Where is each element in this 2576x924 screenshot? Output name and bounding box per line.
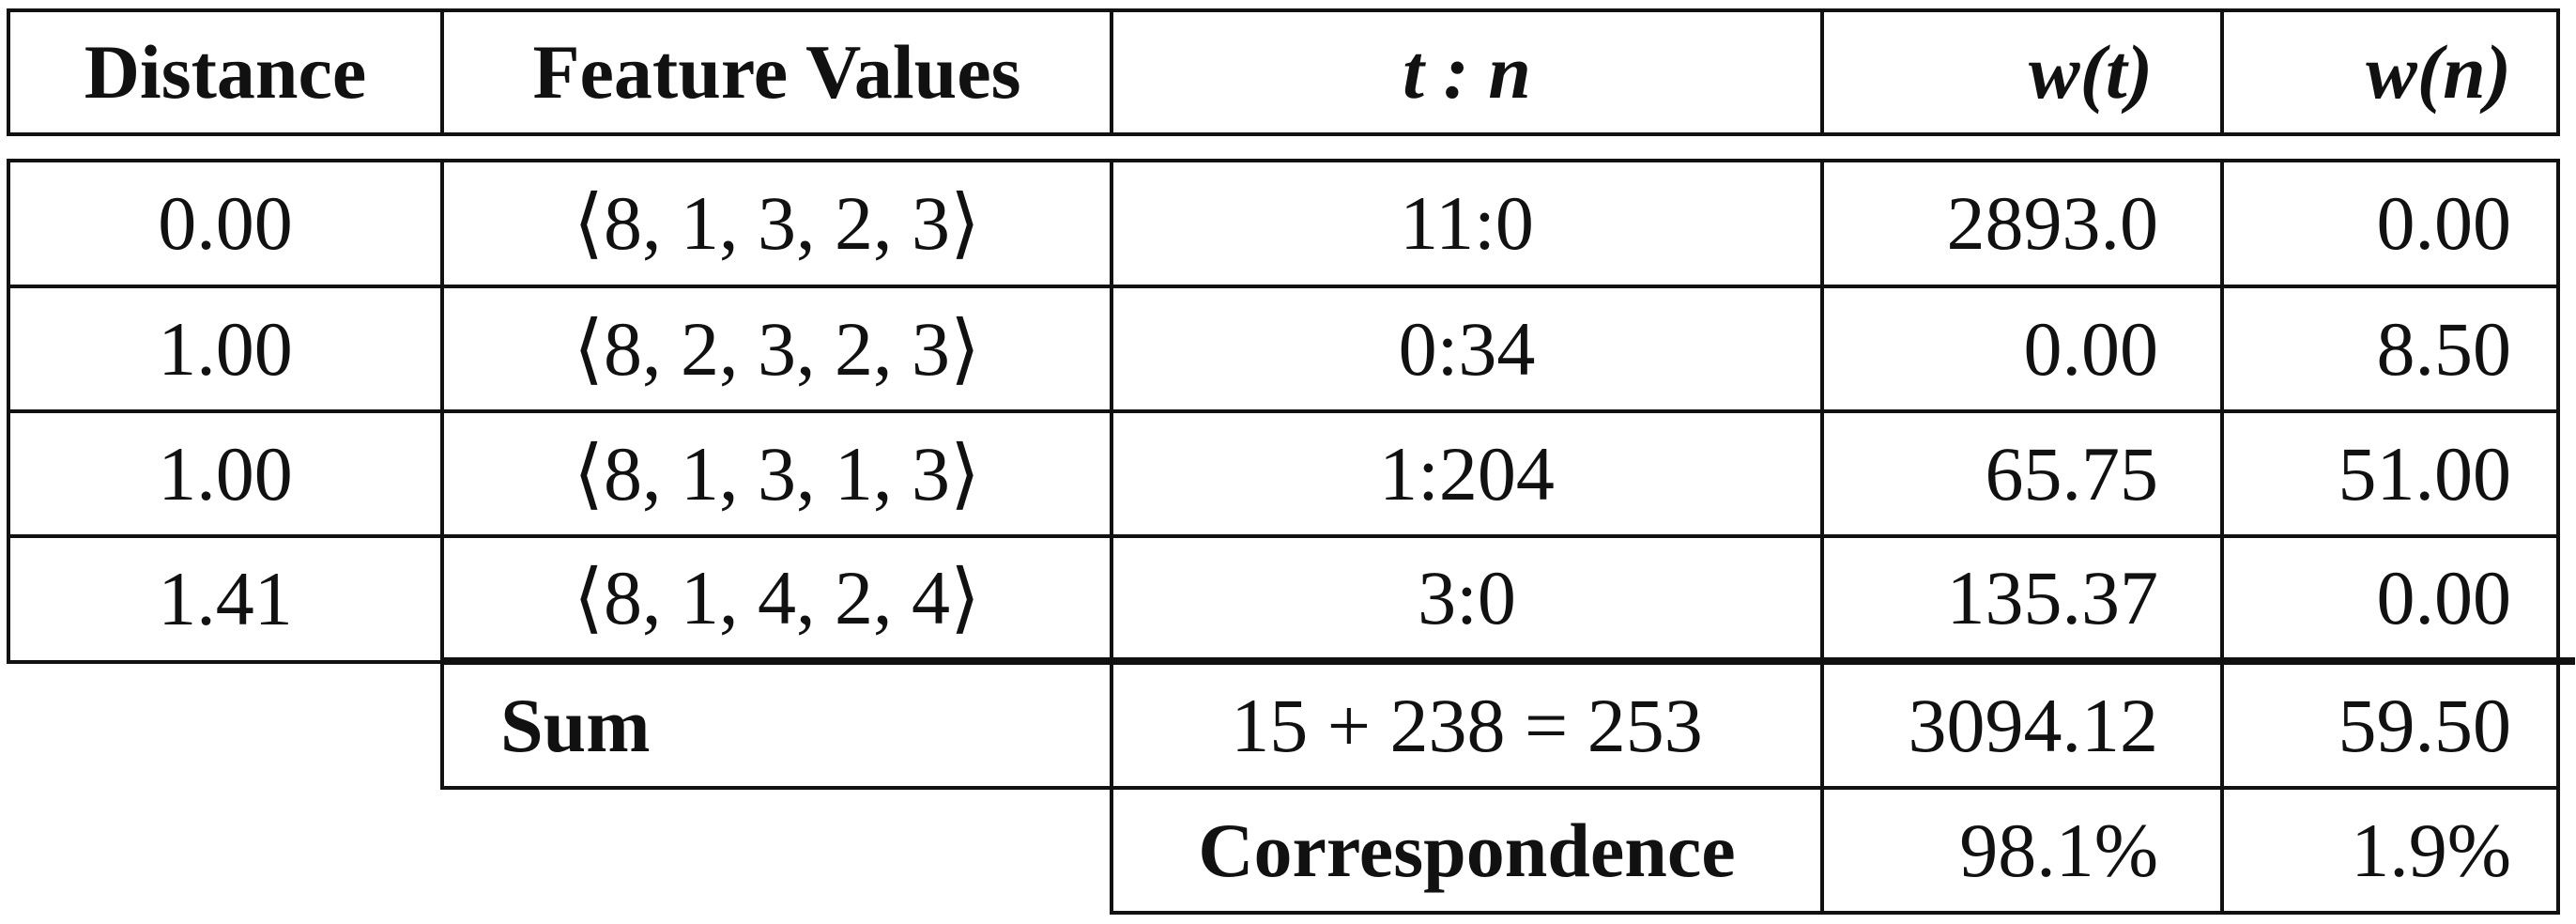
rule bbox=[440, 657, 2575, 665]
rule bbox=[2556, 8, 2560, 136]
rule bbox=[1110, 8, 1113, 136]
header-tn: t : n bbox=[1403, 29, 1531, 115]
cell-tn: 1:204 bbox=[1379, 430, 1555, 516]
rule bbox=[7, 159, 2560, 162]
rule bbox=[2556, 159, 2560, 915]
rule bbox=[440, 786, 2560, 790]
rule bbox=[1820, 159, 1824, 915]
cell-tn: 0:34 bbox=[1398, 305, 1536, 392]
cell-features: ⟨8, 1, 4, 2, 4⟩ bbox=[574, 554, 980, 640]
rule bbox=[7, 534, 2560, 538]
header-wn: w(n) bbox=[2366, 29, 2511, 115]
correspondence-wn: 1.9% bbox=[2351, 807, 2511, 893]
cell-features: ⟨8, 1, 3, 1, 3⟩ bbox=[574, 430, 980, 516]
rule bbox=[440, 8, 444, 136]
cell-wn: 51.00 bbox=[2338, 430, 2512, 516]
results-table: Distance Feature Values t : n w(t) w(n) … bbox=[7, 8, 2575, 916]
header-wt: w(t) bbox=[2028, 29, 2153, 115]
rule bbox=[7, 409, 2560, 413]
cell-distance: 1.41 bbox=[158, 556, 293, 641]
rule bbox=[1110, 159, 1113, 915]
cell-wt: 0.00 bbox=[2023, 305, 2159, 392]
rule bbox=[7, 285, 2560, 288]
rule bbox=[7, 8, 10, 136]
cell-wn: 0.00 bbox=[2376, 554, 2512, 640]
cell-features: ⟨8, 2, 3, 2, 3⟩ bbox=[574, 305, 980, 392]
rule bbox=[2220, 159, 2224, 915]
cell-wt: 65.75 bbox=[1985, 430, 2159, 516]
cell-wt: 135.37 bbox=[1946, 554, 2159, 640]
cell-wt: 2893.0 bbox=[1946, 180, 2159, 266]
cell-distance: 0.00 bbox=[158, 180, 293, 266]
header-distance: Distance bbox=[84, 29, 367, 115]
cell-features: ⟨8, 1, 3, 2, 3⟩ bbox=[574, 180, 980, 266]
sum-tn: 15 + 238 = 253 bbox=[1231, 682, 1703, 768]
cell-tn: 3:0 bbox=[1418, 554, 1516, 640]
correspondence-wt: 98.1% bbox=[1959, 807, 2158, 893]
sum-wn: 59.50 bbox=[2338, 682, 2512, 768]
cell-tn: 11:0 bbox=[1400, 180, 1534, 266]
rule bbox=[1110, 911, 2560, 915]
sum-wt: 3094.12 bbox=[1908, 682, 2159, 768]
rule bbox=[440, 159, 444, 790]
rule bbox=[2220, 8, 2224, 136]
rule bbox=[7, 660, 440, 664]
cell-distance: 1.00 bbox=[158, 305, 293, 392]
rule bbox=[7, 132, 2560, 136]
sum-label: Sum bbox=[500, 682, 651, 768]
cell-wn: 8.50 bbox=[2376, 305, 2512, 392]
rule bbox=[7, 8, 2560, 12]
correspondence-label: Correspondence bbox=[1198, 807, 1736, 893]
rule bbox=[1820, 8, 1824, 136]
cell-distance: 1.00 bbox=[158, 430, 293, 516]
cell-wn: 0.00 bbox=[2376, 180, 2512, 266]
rule bbox=[7, 159, 10, 664]
header-feature-values: Feature Values bbox=[532, 29, 1021, 115]
